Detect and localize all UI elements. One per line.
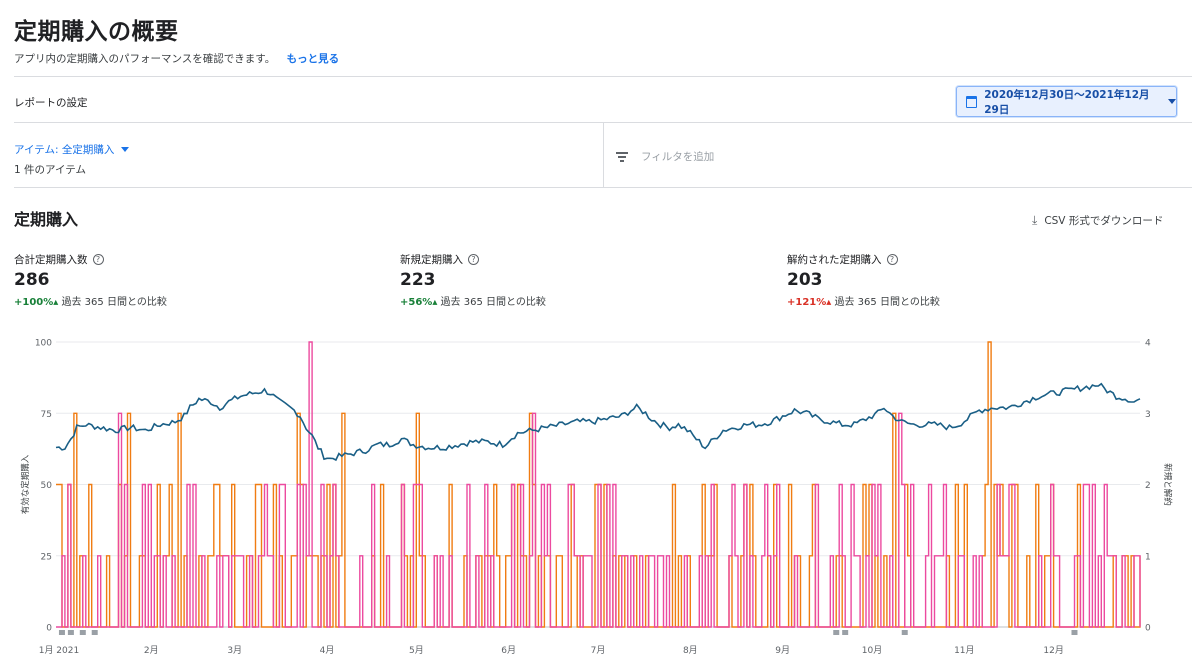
x-tick-label: 5月	[409, 645, 424, 656]
page-title: 定期購入の概要	[14, 19, 179, 45]
y-tick-label: 25	[41, 552, 52, 562]
divider	[14, 187, 1192, 188]
csv-download-label: CSV 形式でダウンロード	[1044, 215, 1164, 227]
metric-value: 223	[400, 270, 436, 290]
metric-comparison: +100%▴ 過去 365 日間との比較	[14, 293, 167, 308]
metric-label: 解約された定期購入	[787, 254, 882, 266]
x-tick-label: 9月	[775, 645, 790, 656]
chevron-down-icon	[121, 147, 130, 152]
page-subtitle: アプリ内の定期購入のパフォーマンスを確認できます。 もっと見る	[14, 51, 339, 66]
metric-total: 合計定期購入数? 286 +100%▴ 過去 365 日間との比較	[14, 252, 167, 308]
y2-axis-title: 新規と解約	[1162, 463, 1173, 506]
item-filter-label: アイテム: 全定期購入	[14, 144, 115, 156]
date-range-label: 2020年12月30日～2021年12月29日	[984, 88, 1150, 116]
active-subscriptions-line	[55, 382, 1141, 462]
metric-comparison: +56%▴ 過去 365 日間との比較	[400, 293, 546, 308]
y2-tick-label: 0	[1145, 624, 1151, 634]
subtitle-text: アプリ内の定期購入のパフォーマンスを確認できます。	[14, 53, 276, 65]
y-tick-label: 100	[35, 339, 52, 349]
filter-icon	[616, 152, 628, 162]
item-filter-dropdown[interactable]: アイテム: 全定期購入	[14, 142, 130, 157]
report-settings-label: レポートの設定	[14, 97, 88, 109]
metric-comparison: +121%▴ 過去 365 日間との比較	[787, 293, 940, 308]
x-tick-label: 2月	[144, 645, 159, 656]
metric-canceled: 解約された定期購入? 203 +121%▴ 過去 365 日間との比較	[787, 252, 940, 308]
y-tick-label: 50	[41, 481, 53, 491]
x-tick-label: 7月	[591, 645, 606, 656]
chevron-down-icon	[1168, 99, 1176, 104]
add-filter-label: フィルタを追加	[641, 151, 715, 163]
metric-value: 286	[14, 270, 50, 290]
annotation-marker	[833, 630, 840, 635]
download-icon: ⤓	[1032, 213, 1038, 227]
annotation-marker	[1071, 630, 1078, 635]
x-tick-label: 12月	[1043, 645, 1063, 656]
csv-download-button[interactable]: ⤓ CSV 形式でダウンロード	[1032, 213, 1163, 228]
metric-label: 新規定期購入	[400, 254, 463, 266]
y2-tick-label: 4	[1145, 339, 1151, 349]
y-tick-label: 75	[41, 410, 52, 420]
x-tick-label: 6月	[501, 645, 516, 656]
y-axis-title: 有効な定期購入	[20, 454, 31, 514]
filter-divider	[603, 123, 604, 187]
comparison-text: 過去 365 日間との比較	[834, 297, 940, 308]
help-icon[interactable]: ?	[468, 254, 479, 265]
metric-value: 203	[787, 270, 823, 290]
annotation-marker	[58, 630, 65, 635]
y2-tick-label: 1	[1145, 552, 1151, 562]
add-filter-button[interactable]: フィルタを追加	[616, 149, 714, 164]
trend-up-icon: ▴	[432, 297, 438, 308]
annotation-marker	[91, 630, 98, 635]
metric-label: 合計定期購入数	[14, 254, 88, 266]
trend-percent: +56%	[400, 297, 433, 308]
section-title: 定期購入	[14, 210, 79, 229]
annotation-marker	[67, 630, 74, 635]
x-tick-label: 11月	[954, 645, 974, 656]
item-count: 1 件のアイテム	[14, 164, 86, 176]
help-icon[interactable]: ?	[92, 254, 104, 265]
calendar-icon	[966, 95, 978, 108]
y-tick-label: 0	[46, 624, 52, 634]
trend-percent: +121%	[787, 297, 827, 308]
x-tick-label: 3月	[227, 645, 242, 656]
trend-up-icon: ▴	[826, 297, 832, 308]
trend-percent: +100%	[14, 297, 54, 308]
divider	[14, 122, 1192, 123]
canceled-subscriptions-line	[56, 341, 1141, 628]
x-tick-label: 4月	[320, 645, 335, 656]
annotation-marker	[842, 630, 849, 635]
divider	[14, 76, 1192, 77]
x-tick-label: 1月 2021	[39, 645, 80, 656]
learn-more-link[interactable]: もっと見る	[286, 53, 340, 65]
annotation-marker	[901, 630, 908, 635]
comparison-text: 過去 365 日間との比較	[61, 297, 167, 308]
help-icon[interactable]: ?	[886, 254, 898, 265]
metric-new: 新規定期購入? 223 +56%▴ 過去 365 日間との比較	[400, 252, 546, 308]
date-range-button[interactable]: 2020年12月30日～2021年12月29日	[956, 86, 1177, 117]
annotation-marker	[79, 630, 86, 635]
y2-tick-label: 2	[1145, 481, 1151, 491]
x-tick-label: 8月	[683, 645, 698, 656]
x-tick-label: 10月	[862, 645, 882, 656]
y2-tick-label: 3	[1145, 410, 1151, 420]
trend-up-icon: ▴	[53, 297, 59, 308]
comparison-text: 過去 365 日間との比較	[440, 297, 546, 308]
subscriptions-chart[interactable]: 0 25 50 75 100 0 1 2 3 4 有効な定期購入 新規と解約 1月 2021 2月 3月 4月…	[0, 330, 1200, 661]
